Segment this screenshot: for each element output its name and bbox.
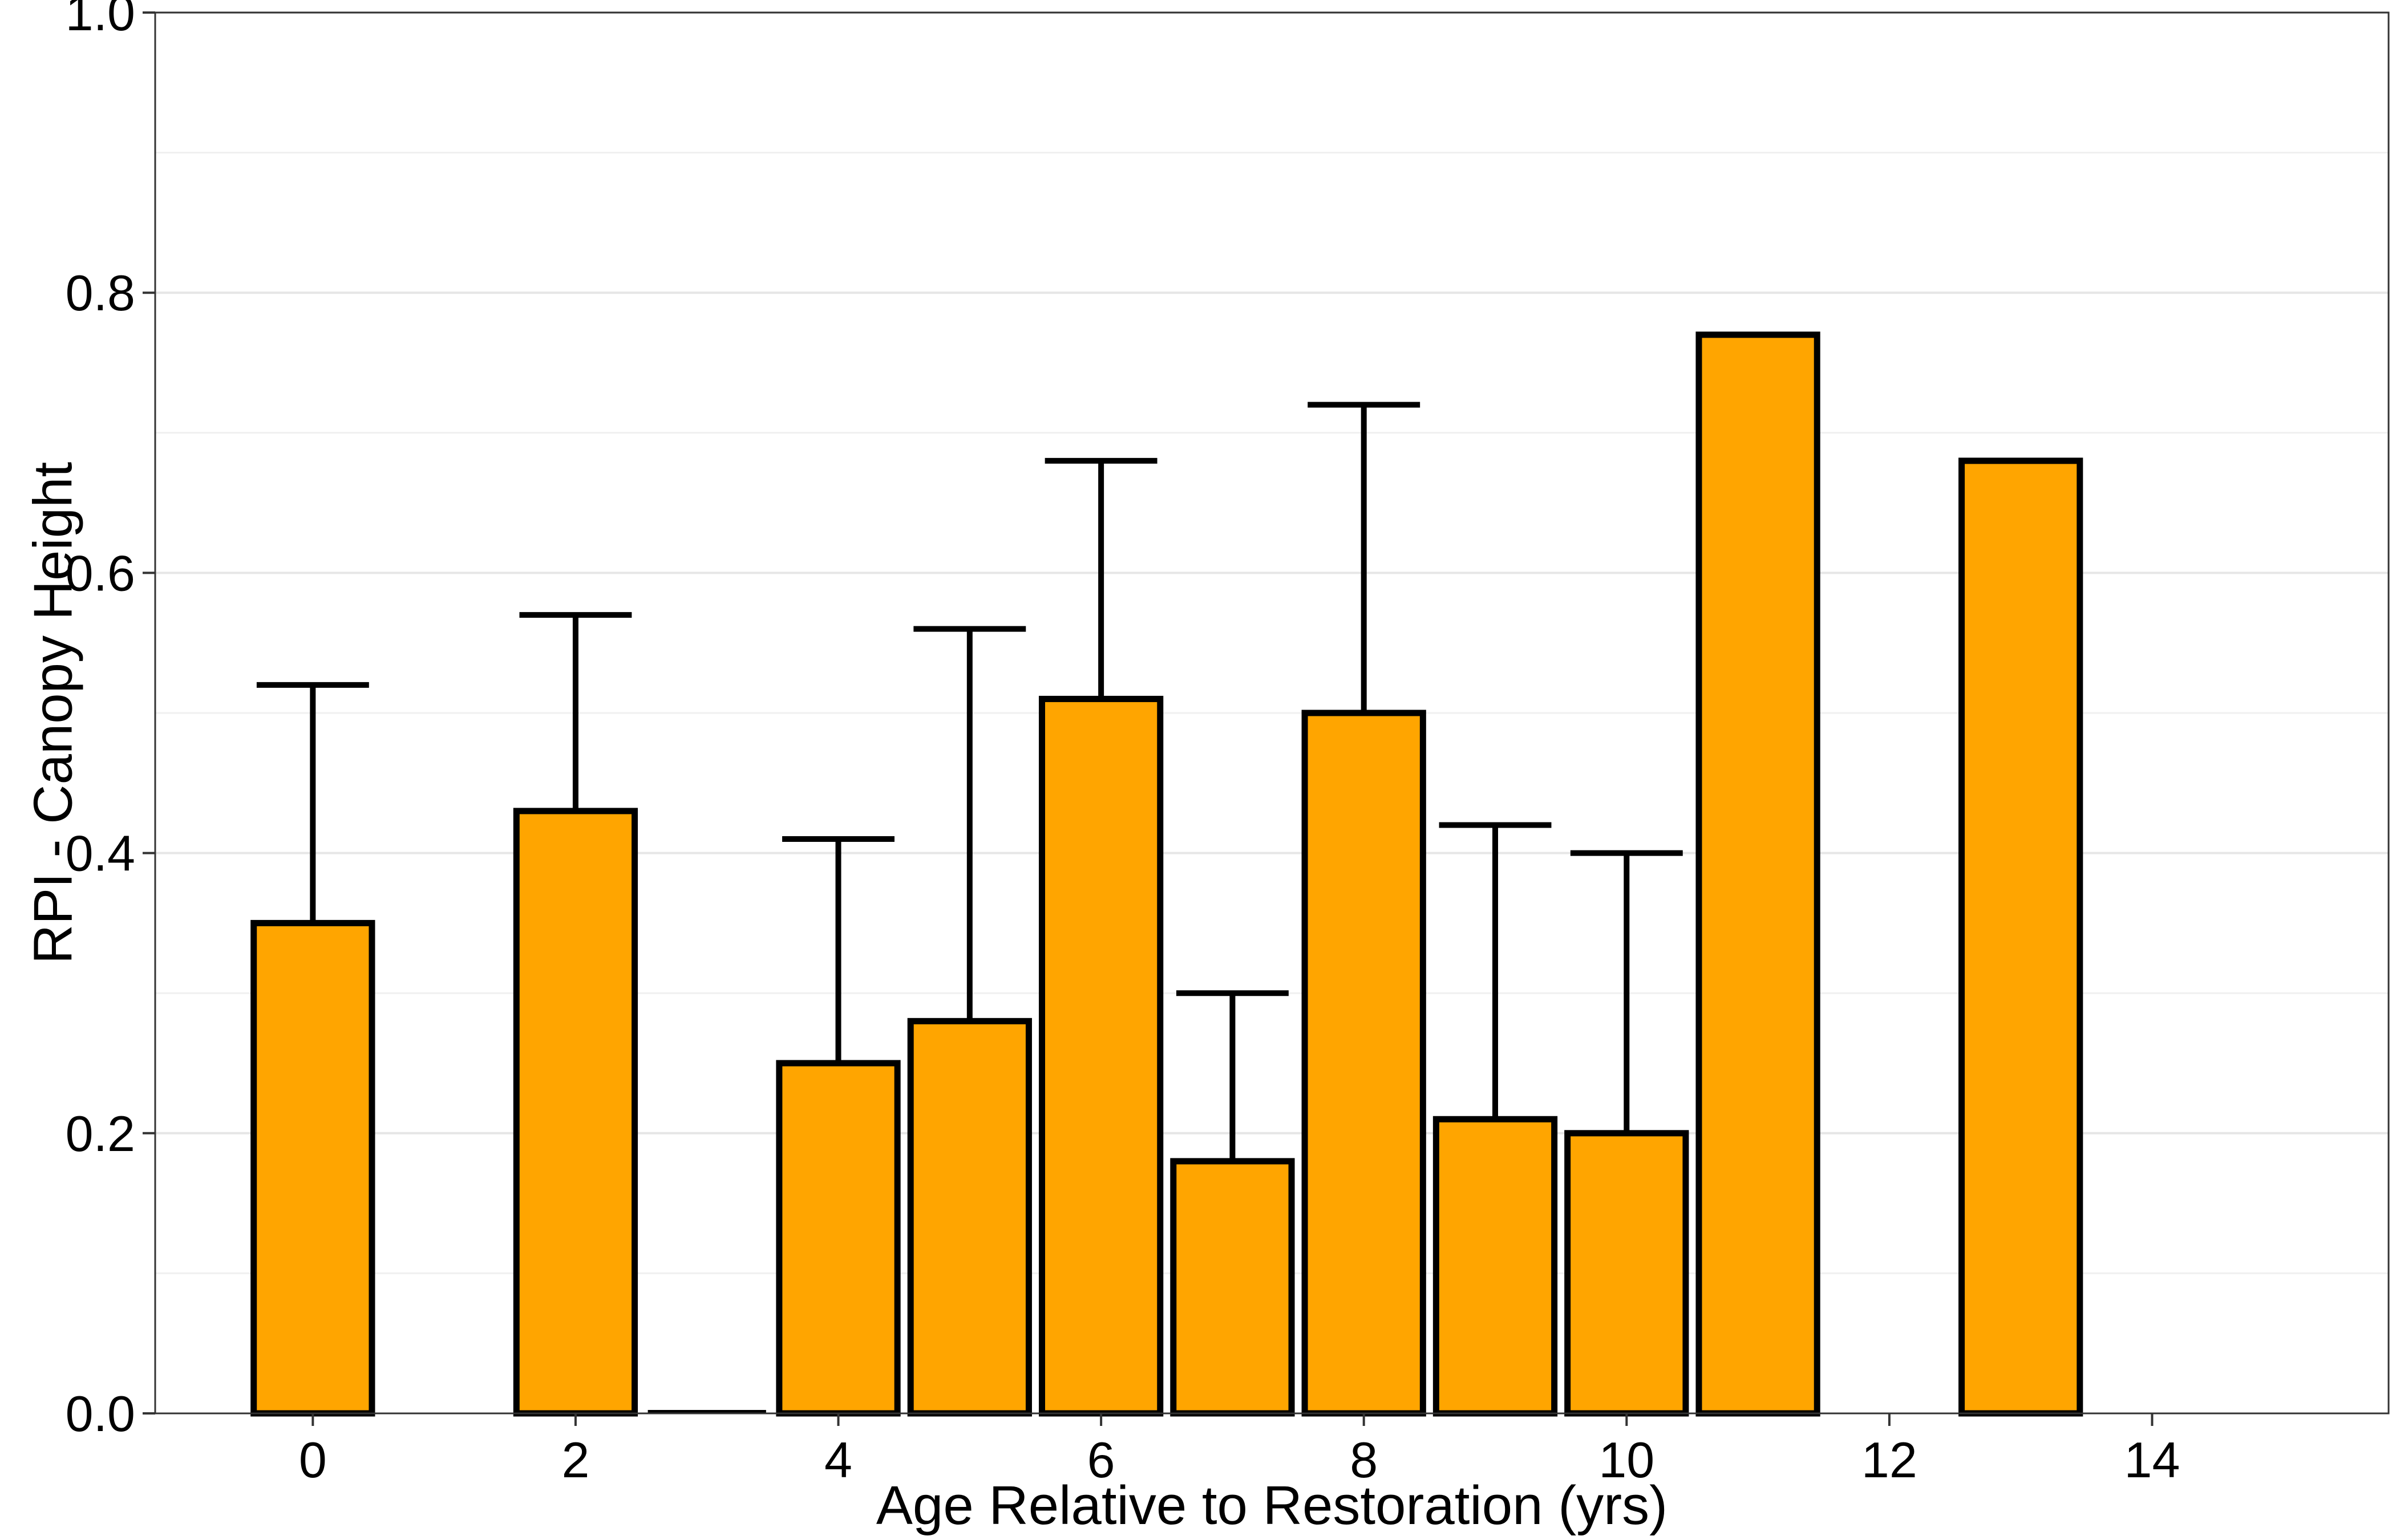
- bar: [250, 919, 375, 1417]
- x-tick-label: 10: [1598, 1432, 1654, 1488]
- bar: [907, 1018, 1032, 1417]
- error-bar: [1570, 850, 1683, 1133]
- x-tick-label: 14: [2124, 1432, 2180, 1488]
- error-bars: [256, 402, 1683, 1161]
- error-bar: [1176, 990, 1289, 1161]
- bar: [1958, 457, 2083, 1417]
- error-bar: [782, 836, 895, 1063]
- error-bar: [1439, 822, 1552, 1120]
- y-tick-label: 1.0: [66, 0, 135, 41]
- bar: [1301, 710, 1426, 1417]
- y-tick-label: 0.2: [66, 1105, 135, 1162]
- bar: [1170, 1158, 1295, 1417]
- x-tick-label: 4: [824, 1432, 852, 1488]
- bar: [1695, 331, 1820, 1417]
- error-bar: [256, 682, 369, 923]
- y-tick-label: 0.8: [66, 265, 135, 321]
- x-tick-label: 8: [1350, 1432, 1378, 1488]
- y-axis-ticks: 0.0 0.2 0.4 0.6 0.8 1.0: [66, 0, 155, 1442]
- bar: [776, 1060, 901, 1417]
- x-tick-label: 6: [1087, 1432, 1115, 1488]
- panel-border: [154, 11, 2390, 1415]
- x-tick-label: 0: [299, 1432, 327, 1488]
- y-axis-title: RPI - Canopy Height: [23, 462, 84, 964]
- y-tick-label: 0.4: [66, 825, 135, 882]
- bar: [1432, 1116, 1558, 1417]
- y-tick-label: 0.6: [66, 545, 135, 601]
- bar: [1038, 695, 1164, 1417]
- y-tick-label: 0.0: [66, 1385, 135, 1442]
- bars: [250, 331, 2083, 1417]
- bar: [513, 808, 638, 1417]
- x-axis-title: Age Relative to Restoration (yrs): [876, 1475, 1668, 1536]
- error-bar: [1045, 457, 1157, 699]
- error-bar: [519, 612, 632, 811]
- error-bar: [913, 626, 1026, 1022]
- bar: [1564, 1130, 1689, 1417]
- error-bar: [1308, 402, 1420, 713]
- x-tick-label: 12: [1861, 1432, 1917, 1488]
- x-tick-label: 2: [561, 1432, 589, 1488]
- x-axis-ticks: 0 2 4 6 8 10 12 14: [299, 1413, 2180, 1488]
